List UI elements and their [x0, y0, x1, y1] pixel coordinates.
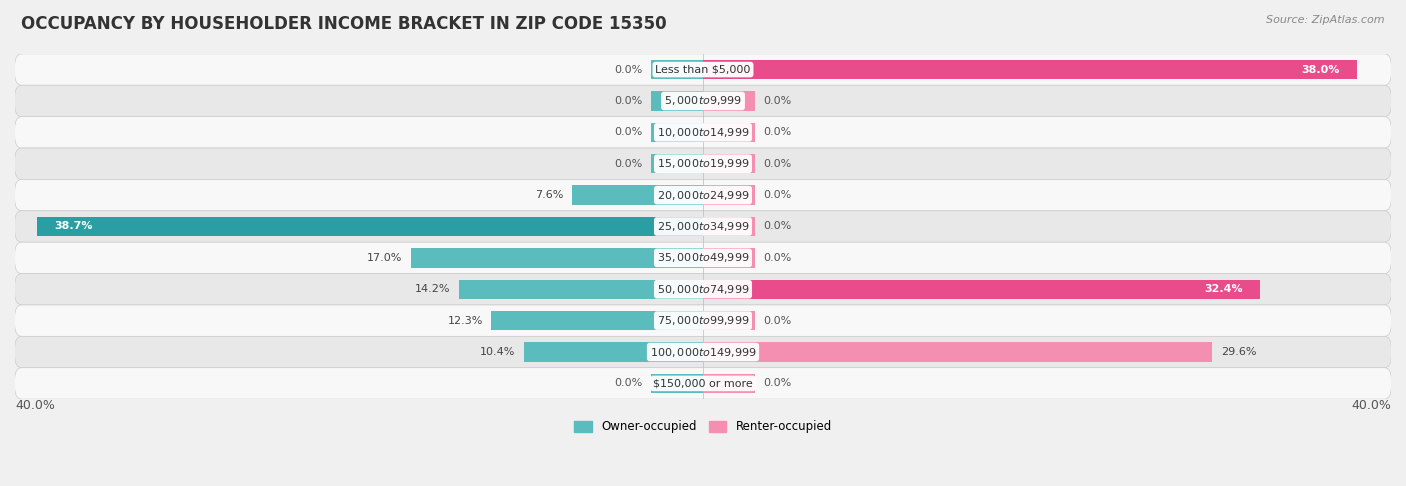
Bar [703, 122, 755, 142]
Text: 38.0%: 38.0% [1301, 65, 1340, 74]
FancyBboxPatch shape [14, 274, 1392, 305]
Bar [703, 154, 755, 174]
Bar [703, 60, 1357, 79]
Text: 29.6%: 29.6% [1220, 347, 1256, 357]
Text: 0.0%: 0.0% [763, 96, 792, 106]
Bar [651, 122, 703, 142]
FancyBboxPatch shape [14, 148, 1392, 179]
Text: $15,000 to $19,999: $15,000 to $19,999 [657, 157, 749, 170]
Bar [703, 248, 755, 268]
Text: $50,000 to $74,999: $50,000 to $74,999 [657, 283, 749, 296]
Text: OCCUPANCY BY HOUSEHOLDER INCOME BRACKET IN ZIP CODE 15350: OCCUPANCY BY HOUSEHOLDER INCOME BRACKET … [21, 15, 666, 33]
Bar [703, 342, 1212, 362]
Bar [458, 279, 703, 299]
Text: 7.6%: 7.6% [536, 190, 564, 200]
Text: $100,000 to $149,999: $100,000 to $149,999 [650, 346, 756, 359]
Text: $20,000 to $24,999: $20,000 to $24,999 [657, 189, 749, 202]
Text: 0.0%: 0.0% [614, 65, 643, 74]
Bar [492, 311, 703, 330]
Text: 0.0%: 0.0% [614, 379, 643, 388]
FancyBboxPatch shape [14, 179, 1392, 211]
Text: 0.0%: 0.0% [763, 379, 792, 388]
Text: 0.0%: 0.0% [763, 253, 792, 263]
Text: $150,000 or more: $150,000 or more [654, 379, 752, 388]
Bar [703, 374, 755, 393]
Text: 0.0%: 0.0% [614, 127, 643, 138]
Text: 0.0%: 0.0% [614, 159, 643, 169]
Bar [411, 248, 703, 268]
FancyBboxPatch shape [14, 368, 1392, 399]
Legend: Owner-occupied, Renter-occupied: Owner-occupied, Renter-occupied [569, 416, 837, 438]
Text: Less than $5,000: Less than $5,000 [655, 65, 751, 74]
FancyBboxPatch shape [14, 336, 1392, 368]
FancyBboxPatch shape [14, 85, 1392, 117]
Text: 0.0%: 0.0% [763, 159, 792, 169]
Text: 14.2%: 14.2% [415, 284, 450, 294]
Text: 17.0%: 17.0% [367, 253, 402, 263]
Bar [524, 342, 703, 362]
Text: Source: ZipAtlas.com: Source: ZipAtlas.com [1267, 15, 1385, 25]
Text: 12.3%: 12.3% [447, 315, 482, 326]
Bar [703, 217, 755, 236]
Bar [703, 91, 755, 111]
Text: 0.0%: 0.0% [763, 127, 792, 138]
FancyBboxPatch shape [14, 305, 1392, 336]
Bar [651, 374, 703, 393]
Bar [703, 185, 755, 205]
Text: 40.0%: 40.0% [15, 399, 55, 412]
Text: $5,000 to $9,999: $5,000 to $9,999 [664, 94, 742, 107]
Bar [703, 311, 755, 330]
Text: 0.0%: 0.0% [763, 222, 792, 231]
Text: $10,000 to $14,999: $10,000 to $14,999 [657, 126, 749, 139]
Bar [651, 91, 703, 111]
Bar [572, 185, 703, 205]
FancyBboxPatch shape [14, 211, 1392, 242]
Text: $75,000 to $99,999: $75,000 to $99,999 [657, 314, 749, 327]
Text: 0.0%: 0.0% [614, 96, 643, 106]
Text: 0.0%: 0.0% [763, 190, 792, 200]
Text: $35,000 to $49,999: $35,000 to $49,999 [657, 251, 749, 264]
Bar [38, 217, 703, 236]
Bar [651, 60, 703, 79]
FancyBboxPatch shape [14, 117, 1392, 148]
Bar [703, 279, 1260, 299]
Text: 32.4%: 32.4% [1205, 284, 1243, 294]
Text: 10.4%: 10.4% [479, 347, 516, 357]
Text: 38.7%: 38.7% [55, 222, 93, 231]
Text: 0.0%: 0.0% [763, 315, 792, 326]
Text: $25,000 to $34,999: $25,000 to $34,999 [657, 220, 749, 233]
FancyBboxPatch shape [14, 54, 1392, 85]
Text: 40.0%: 40.0% [1351, 399, 1391, 412]
Bar [651, 154, 703, 174]
FancyBboxPatch shape [14, 242, 1392, 274]
